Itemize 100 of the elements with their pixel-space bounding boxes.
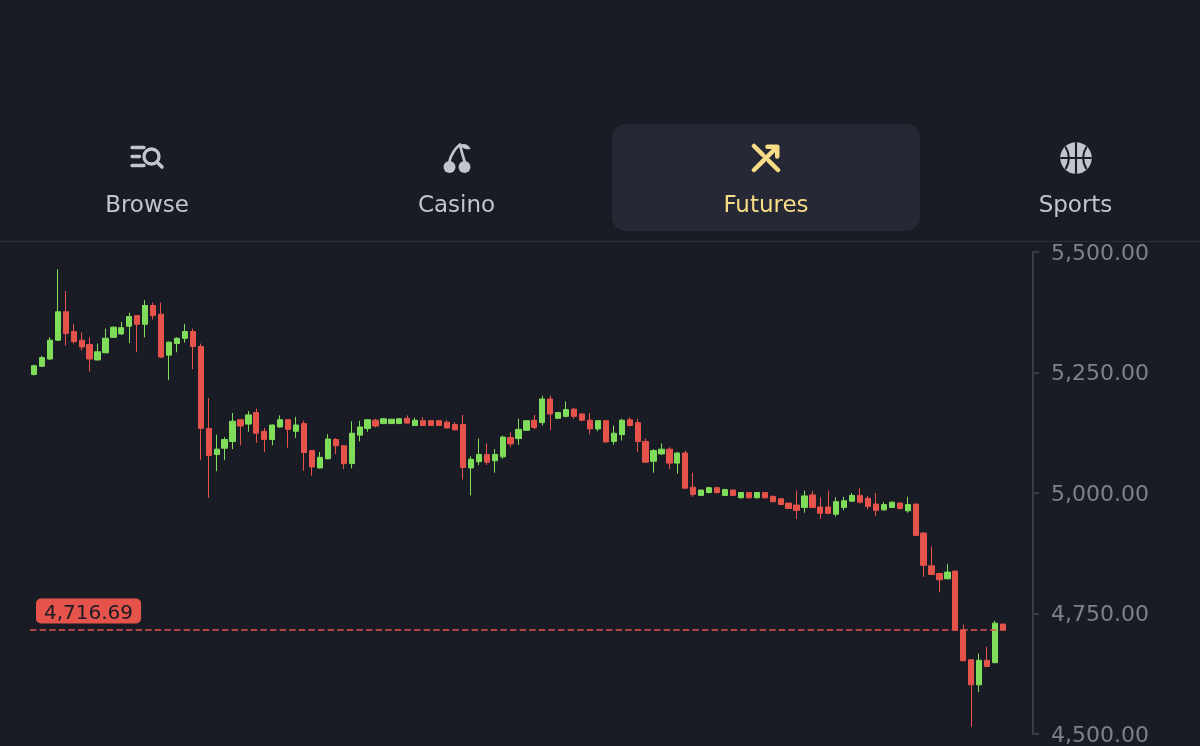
candlestick	[849, 492, 855, 503]
candlestick	[444, 419, 450, 429]
candlestick	[984, 646, 990, 668]
candlestick	[182, 323, 188, 344]
candlestick	[754, 491, 760, 499]
candlestick	[333, 437, 339, 455]
candlestick	[674, 451, 680, 475]
candlestick	[166, 341, 172, 381]
candlestick	[460, 414, 466, 480]
candlestick	[436, 419, 442, 427]
candlestick	[539, 395, 545, 427]
candlestick	[857, 487, 863, 505]
candlestick	[468, 455, 474, 496]
candlestick	[841, 496, 847, 511]
candlestick	[905, 496, 911, 514]
candlestick	[611, 425, 617, 446]
candlestick	[571, 407, 577, 420]
candlestick	[325, 433, 331, 460]
y-tick-label: 4,750.00	[1051, 601, 1149, 626]
candlestick	[452, 421, 458, 431]
candlestick	[126, 312, 132, 344]
candlestick	[944, 563, 951, 580]
candlestick	[198, 343, 204, 461]
candlestick	[420, 416, 426, 427]
candlestick	[507, 431, 514, 448]
candlestick	[563, 400, 569, 418]
candlestick	[627, 416, 633, 427]
candlestick	[245, 410, 252, 433]
ref-line-label: 4,716.69	[44, 599, 134, 624]
candlestick	[531, 414, 537, 430]
candlestick	[579, 412, 585, 422]
y-tick-label: 4,500.00	[1051, 721, 1149, 746]
text: Sports	[1038, 191, 1113, 217]
candlestick	[206, 397, 212, 499]
candlestick	[682, 450, 688, 490]
candlestick	[865, 495, 871, 510]
candlestick	[31, 364, 37, 376]
candlestick	[738, 491, 744, 499]
candlestick	[476, 438, 482, 466]
candlestick	[722, 488, 728, 497]
y-tick-label: 5,500.00	[1051, 239, 1149, 265]
candlestick	[873, 492, 879, 517]
candlestick	[746, 491, 752, 499]
candlestick	[762, 491, 768, 499]
candlestick	[309, 449, 315, 477]
candlestick	[881, 501, 887, 512]
candlestick	[63, 290, 69, 347]
candlestick	[317, 451, 323, 469]
candlestick	[500, 435, 506, 460]
candlestick	[492, 448, 498, 474]
candlestick	[237, 418, 244, 446]
candlestick	[595, 419, 601, 432]
candlestick	[690, 472, 696, 498]
y-tick-label: 5,250.00	[1051, 360, 1149, 385]
text: Browse	[105, 191, 189, 217]
candlestick	[142, 299, 148, 338]
candlestick	[277, 414, 283, 428]
candlestick	[71, 323, 77, 345]
candlestick	[412, 417, 418, 427]
candlestick	[801, 490, 808, 514]
candlestick	[547, 395, 553, 431]
candlestick	[261, 427, 267, 453]
candlestick	[825, 490, 831, 515]
candlestick	[730, 489, 736, 497]
candlestick	[587, 412, 593, 435]
candlestick	[301, 420, 307, 472]
text: Futures	[723, 191, 809, 217]
candlestick	[372, 418, 379, 428]
candlestick	[897, 501, 903, 510]
candlestick	[47, 336, 53, 361]
candlestick	[190, 328, 196, 370]
y-tick-label: 5,000.00	[1051, 480, 1149, 506]
candlestick	[174, 336, 180, 353]
candlestick	[293, 416, 299, 439]
text: Casino	[417, 191, 496, 217]
candlestick	[770, 494, 776, 503]
candlestick	[714, 486, 720, 494]
candlestick	[666, 446, 673, 470]
candlestick	[428, 419, 434, 427]
candlestick	[706, 486, 712, 494]
candlestick	[253, 408, 259, 444]
candlestick	[889, 501, 895, 509]
candlestick	[603, 419, 609, 443]
candlestick	[134, 314, 140, 353]
candlestick	[619, 418, 625, 441]
candlestick	[285, 418, 291, 449]
candlestick	[404, 414, 410, 425]
candlestick	[484, 442, 490, 466]
candlestick	[39, 355, 45, 368]
candlestick	[555, 411, 561, 420]
candlestick	[992, 620, 998, 664]
candlestick	[349, 420, 355, 469]
candlestick	[158, 302, 164, 359]
candlestick	[968, 658, 974, 728]
candlestick	[976, 653, 982, 693]
candlestick	[341, 444, 347, 470]
candlestick	[55, 268, 61, 342]
candlestick	[269, 424, 275, 446]
candlestick	[833, 496, 839, 518]
candlestick	[698, 489, 704, 497]
